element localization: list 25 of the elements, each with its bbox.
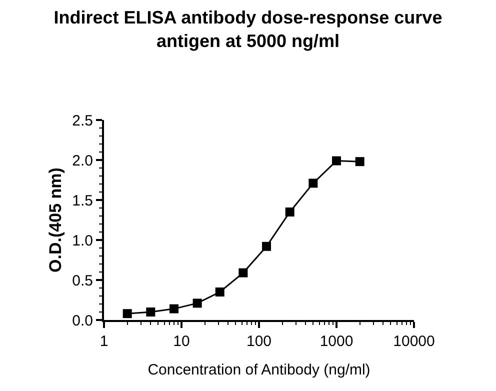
point [355,157,364,166]
y-tick-label: 2.5 [72,112,93,130]
y-tick-label: 1.0 [72,232,93,250]
x-tick-label: 100 [246,333,272,350]
point [308,178,318,188]
point [215,288,224,296]
x-tick-label: 10 [173,333,190,350]
point [285,208,294,216]
y-tick-label: 2.0 [72,152,93,170]
point [238,268,248,278]
point [146,308,156,316]
x-tick-label: 1 [100,333,108,350]
point [192,298,202,308]
point [169,304,178,314]
y-tick-label: 0.5 [72,272,93,290]
point [262,242,272,251]
x-tick-label: 10000 [393,333,435,350]
chart-title: Indirect ELISA antibody dose-response curve antigen at 5000 ng/ml [54,7,442,51]
x-axis-title: Concentration of Antibody (ng/ml) [148,362,370,378]
point [332,156,341,166]
y-tick-label: 0.0 [72,312,93,330]
point [122,309,132,318]
y-tick-label: 1.5 [72,192,93,210]
x-tick-label: 1000 [320,333,354,350]
y-axis-title: O.D.(405 nm) [46,168,66,272]
